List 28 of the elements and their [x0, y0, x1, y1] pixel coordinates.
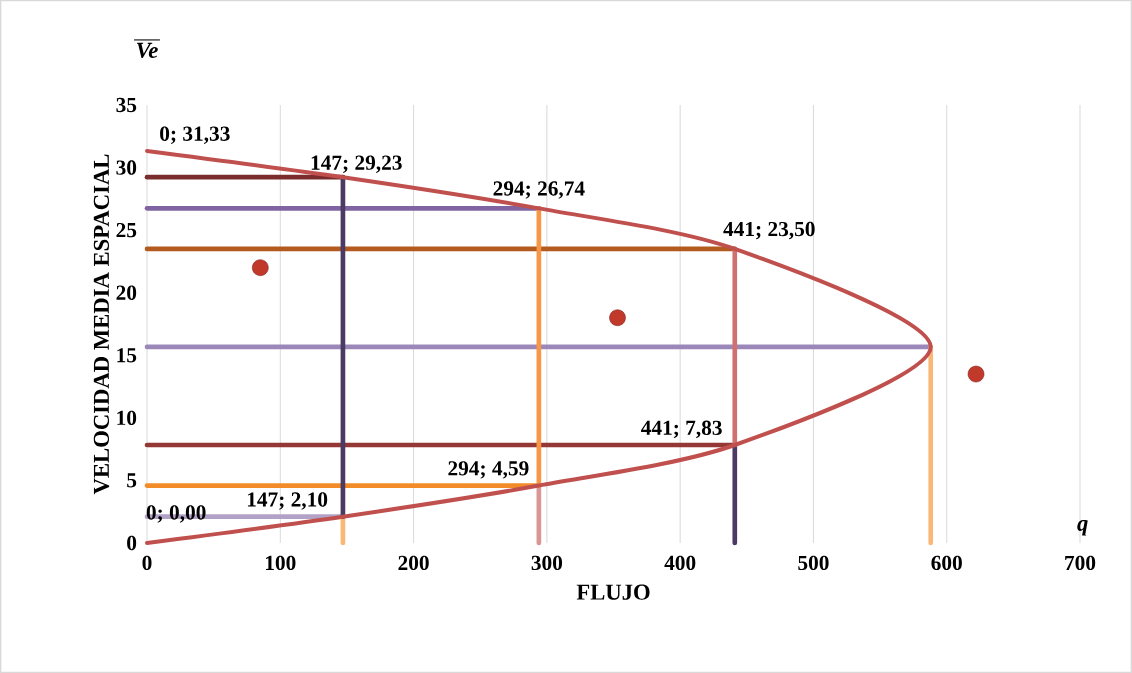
y-tick-label: 10 [117, 410, 137, 426]
x-axis-title: FLUJO [576, 584, 650, 600]
y-tick-label: 35 [116, 97, 137, 113]
data-label: 441; 7,83 [641, 420, 722, 439]
y-tick-label: 30 [116, 160, 137, 175]
y-tick-label: 5 [127, 473, 137, 488]
text: Ve [137, 42, 158, 59]
data-label: 0; 0,00 [146, 505, 206, 523]
y-tick-label: 20 [116, 285, 137, 300]
annotation: q [1077, 520, 1088, 536]
x-tick-label: 600 [931, 555, 962, 571]
data-label: 441; 23,50 [723, 221, 815, 240]
x-tick-label: 400 [664, 555, 696, 571]
data-label: 147; 29,23 [311, 155, 402, 173]
y-tick-label: 15 [117, 348, 137, 363]
y-tick-label: 0 [127, 535, 137, 551]
x-tick-label: 200 [398, 555, 429, 571]
x-tick-label: 500 [798, 555, 829, 571]
x-tick-label: 700 [1065, 555, 1096, 571]
data-label: 294; 26,74 [493, 181, 585, 199]
data-label: 294; 4,59 [448, 461, 529, 479]
data-label: 147; 2,10 [247, 492, 328, 510]
y-tick-label: 25 [116, 222, 137, 238]
x-tick-label: 0 [142, 555, 152, 571]
y-axis-title: VELOCIDAD MEDIA ESPACIAL [93, 154, 110, 495]
data-label: 0; 31,33 [160, 126, 230, 144]
x-tick-label: 100 [266, 555, 296, 571]
x-tick-label: 300 [531, 555, 563, 571]
